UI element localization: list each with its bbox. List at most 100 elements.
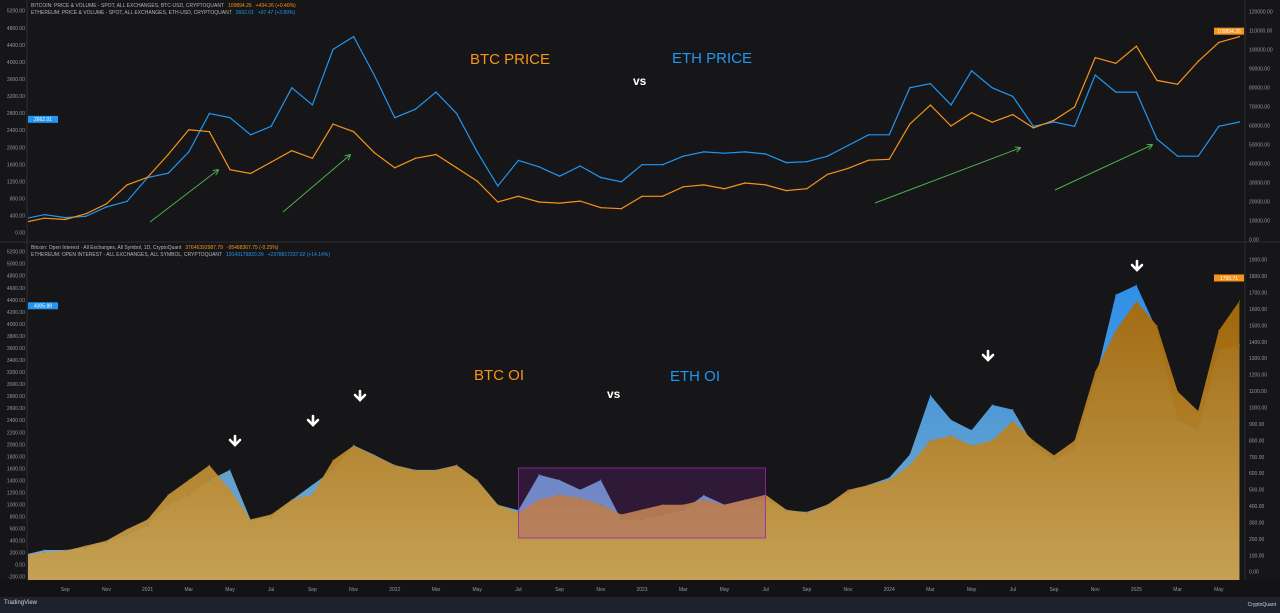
right-axis-tick-label: 1400.00: [1249, 340, 1267, 346]
left-axis-tick-label: 4600.00: [7, 286, 25, 292]
legend-btc-oi[interactable]: Bitcoin: Open Interest · All Exchanges, …: [31, 245, 279, 251]
btc-price-line-point: [1156, 79, 1158, 82]
x-axis-tick-label: Sep: [308, 587, 317, 593]
right-axis-tick-label: 1600.00: [1249, 307, 1267, 313]
left-axis-tick-label: 0.00: [15, 231, 25, 237]
right-axis-tick-label: 40000.00: [1249, 162, 1270, 168]
btc-price-line-point: [373, 151, 375, 154]
btc-price-line-point: [558, 202, 561, 204]
oi-data-point: [1238, 300, 1240, 302]
oi-data-point: [1218, 330, 1220, 332]
eth-price-line-point: [1156, 138, 1158, 140]
oi-data-point: [559, 494, 561, 496]
oi-data-point: [847, 489, 849, 491]
left-axis-tick-label: 4800.00: [7, 274, 25, 280]
oi-data-point: [991, 404, 993, 406]
right-axis-tick-label: 1200.00: [1249, 373, 1267, 379]
oi-data-point: [188, 494, 190, 496]
btc-price-line-point: [167, 153, 169, 156]
oi-data-point: [332, 459, 334, 461]
eth-price-line-point: [270, 125, 272, 127]
eth-price-line-point: [332, 48, 334, 51]
right-axis-tick-label: 60000.00: [1249, 124, 1270, 130]
left-axis-tick-label: 1000.00: [7, 503, 25, 509]
oi-data-point: [291, 499, 293, 501]
eth-price-line-point: [394, 117, 396, 119]
left-axis-tick-label: 2800.00: [7, 394, 25, 400]
eth-oi-badge-bg: [28, 302, 58, 310]
oi-data-point: [435, 469, 437, 471]
x-axis-tick-label: Mar: [679, 587, 688, 593]
x-axis-tick-label: Sep: [802, 587, 811, 593]
eth-price-line-point: [249, 134, 252, 136]
btc-price-line-point: [476, 180, 478, 182]
btc-price-badge: 109894.26: [1217, 29, 1241, 35]
left-axis-tick-label: 3000.00: [7, 382, 25, 388]
right-axis-tick-label: 10000.00: [1249, 219, 1270, 225]
oi-data-point: [105, 540, 107, 542]
eth-price-line-point: [1197, 155, 1199, 157]
left-axis-tick-label: 2200.00: [7, 430, 25, 436]
oi-data-point: [723, 504, 726, 506]
oi-data-point: [971, 444, 973, 447]
x-axis-tick-label: May: [225, 587, 235, 593]
left-axis-tick-label: 3200.00: [7, 94, 25, 100]
x-axis-tick-label: Jul: [762, 587, 768, 593]
btc-price-annotation: BTC PRICE: [470, 51, 550, 68]
oi-data-point: [229, 469, 231, 471]
legend-eth-oi[interactable]: ETHEREUM: OPEN INTEREST - ALL EXCHANGES,…: [31, 252, 330, 258]
btc-price-line-point: [1218, 41, 1220, 44]
btc-price-line-point: [620, 207, 623, 210]
eth-price-line-point: [1238, 121, 1241, 123]
right-axis-tick-label: 50000.00: [1249, 143, 1270, 149]
eth-price-line-point: [188, 151, 190, 153]
eth-price-line: [28, 35, 1240, 219]
oi-data-point: [1012, 420, 1014, 422]
eth-price-line-point: [497, 185, 499, 187]
eth-price-line-point: [764, 153, 767, 155]
eth-price-line-point: [1115, 91, 1117, 93]
oi-data-point: [229, 489, 231, 491]
tradingview-logo[interactable]: TradingView: [4, 600, 38, 606]
eth-price-line-point: [167, 172, 169, 174]
right-axis-tick-label: 1700.00: [1249, 291, 1267, 297]
eth-price-line-point: [950, 104, 952, 106]
oi-data-point: [847, 491, 849, 493]
eth-price-line-point: [620, 181, 623, 183]
left-axis-tick-label: 3600.00: [7, 77, 25, 83]
btc-price-line-point: [703, 184, 705, 186]
btc-price-line-point: [1073, 106, 1076, 108]
btc-oi-area: [28, 301, 1240, 580]
btc-price-line-point: [641, 195, 643, 197]
left-axis-tick-label: 2800.00: [7, 111, 25, 117]
btc-price-line-point: [1115, 62, 1117, 64]
eth-price-line-point: [847, 144, 849, 147]
left-axis-tick-label: 2000.00: [7, 145, 25, 151]
left-axis-tick-label: 0.00: [15, 563, 25, 569]
btc-price-line-point: [435, 153, 437, 156]
eth-price-line-point: [929, 82, 932, 85]
oi-data-point: [600, 504, 602, 506]
btc-price-line-point: [682, 186, 684, 188]
right-axis-tick-label: 100.00: [1249, 553, 1265, 559]
eth-price-line-point: [703, 151, 705, 153]
left-axis-tick-label: 4400.00: [7, 43, 25, 49]
legend-btc-price[interactable]: BITCOIN: PRICE & VOLUME - SPOT, ALL EXCH…: [31, 3, 296, 9]
x-axis-tick-label: May: [967, 587, 977, 593]
oi-data-point: [1197, 429, 1199, 431]
legend-eth-price[interactable]: ETHEREUM: PRICE & VOLUME - SPOT, ALL EXC…: [31, 10, 296, 16]
oi-data-point: [909, 464, 911, 466]
x-axis-tick-label: 2022: [389, 587, 400, 593]
right-axis-tick-label: 300.00: [1249, 520, 1265, 526]
right-axis-tick-label: 600.00: [1249, 471, 1265, 477]
btc-price-line-point: [1197, 60, 1199, 63]
btc-price-line-point: [249, 172, 252, 175]
btc-price-line-point: [1135, 45, 1138, 47]
oi-data-point: [909, 454, 911, 456]
oi-data-point: [1032, 444, 1034, 446]
eth-price-line-point: [229, 117, 231, 119]
eth-price-line-point: [476, 151, 478, 153]
eth-oi-annotation: ETH OI: [670, 368, 720, 385]
eth-price-line-point: [208, 112, 211, 115]
